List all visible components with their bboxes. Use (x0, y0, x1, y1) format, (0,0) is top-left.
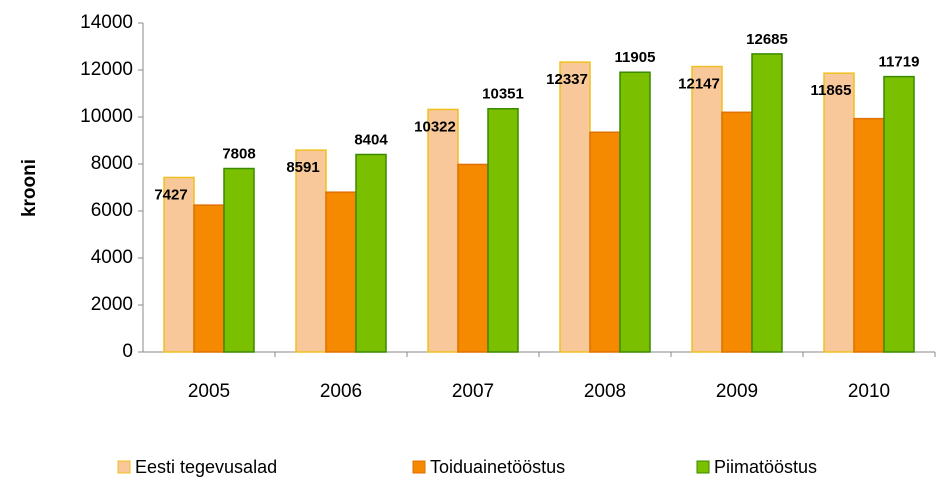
bar (163, 176, 195, 353)
bar (619, 71, 651, 353)
bar (427, 108, 459, 353)
data-label: 11865 (811, 82, 852, 99)
y-tick-label: 10000 (80, 106, 133, 127)
bar (193, 204, 225, 353)
data-label: 12337 (546, 71, 588, 88)
bar (487, 108, 519, 353)
x-tick-label: 2005 (188, 381, 230, 402)
legend-label: Piimatööstus (714, 457, 817, 477)
data-label: 8591 (286, 159, 319, 176)
y-tick-label: 12000 (80, 59, 133, 80)
bar (325, 191, 357, 353)
legend-swatch (412, 460, 426, 474)
data-label: 7427 (154, 186, 187, 203)
bar (355, 153, 387, 353)
x-tick-label: 2006 (320, 381, 362, 402)
x-tick-label: 2007 (452, 381, 494, 402)
bar (853, 117, 885, 353)
bar (823, 72, 855, 353)
bar (721, 111, 753, 353)
bar (223, 167, 255, 353)
bar (691, 65, 723, 353)
data-label: 10322 (414, 118, 456, 135)
y-tick-label: 4000 (91, 247, 133, 268)
x-tick-label: 2010 (848, 381, 890, 402)
data-label: 11719 (879, 54, 920, 71)
y-tick-label: 6000 (91, 200, 133, 221)
x-tick-label: 2009 (716, 381, 758, 402)
bar (589, 131, 621, 353)
y-tick-label: 2000 (91, 294, 133, 315)
bar (295, 149, 327, 353)
bar (457, 163, 489, 353)
y-tick-label: 0 (122, 341, 133, 362)
data-label: 10351 (482, 86, 524, 103)
y-tick-label: 14000 (80, 12, 133, 33)
data-label: 8404 (354, 131, 388, 148)
bar (883, 75, 915, 353)
data-label: 12147 (678, 76, 720, 93)
y-axis-label: krooni (19, 159, 40, 217)
y-tick-label: 8000 (91, 153, 133, 174)
data-label: 7808 (222, 145, 255, 162)
legend-label: Toiduainetööstus (430, 457, 565, 477)
legend-label: Eesti tegevusalad (135, 457, 277, 477)
bar (751, 53, 783, 353)
bar (559, 61, 591, 353)
legend-swatch (117, 460, 131, 474)
legend-swatch (696, 460, 710, 474)
data-label: 12685 (746, 31, 788, 48)
x-tick-label: 2008 (584, 381, 626, 402)
data-label: 11905 (615, 49, 656, 66)
